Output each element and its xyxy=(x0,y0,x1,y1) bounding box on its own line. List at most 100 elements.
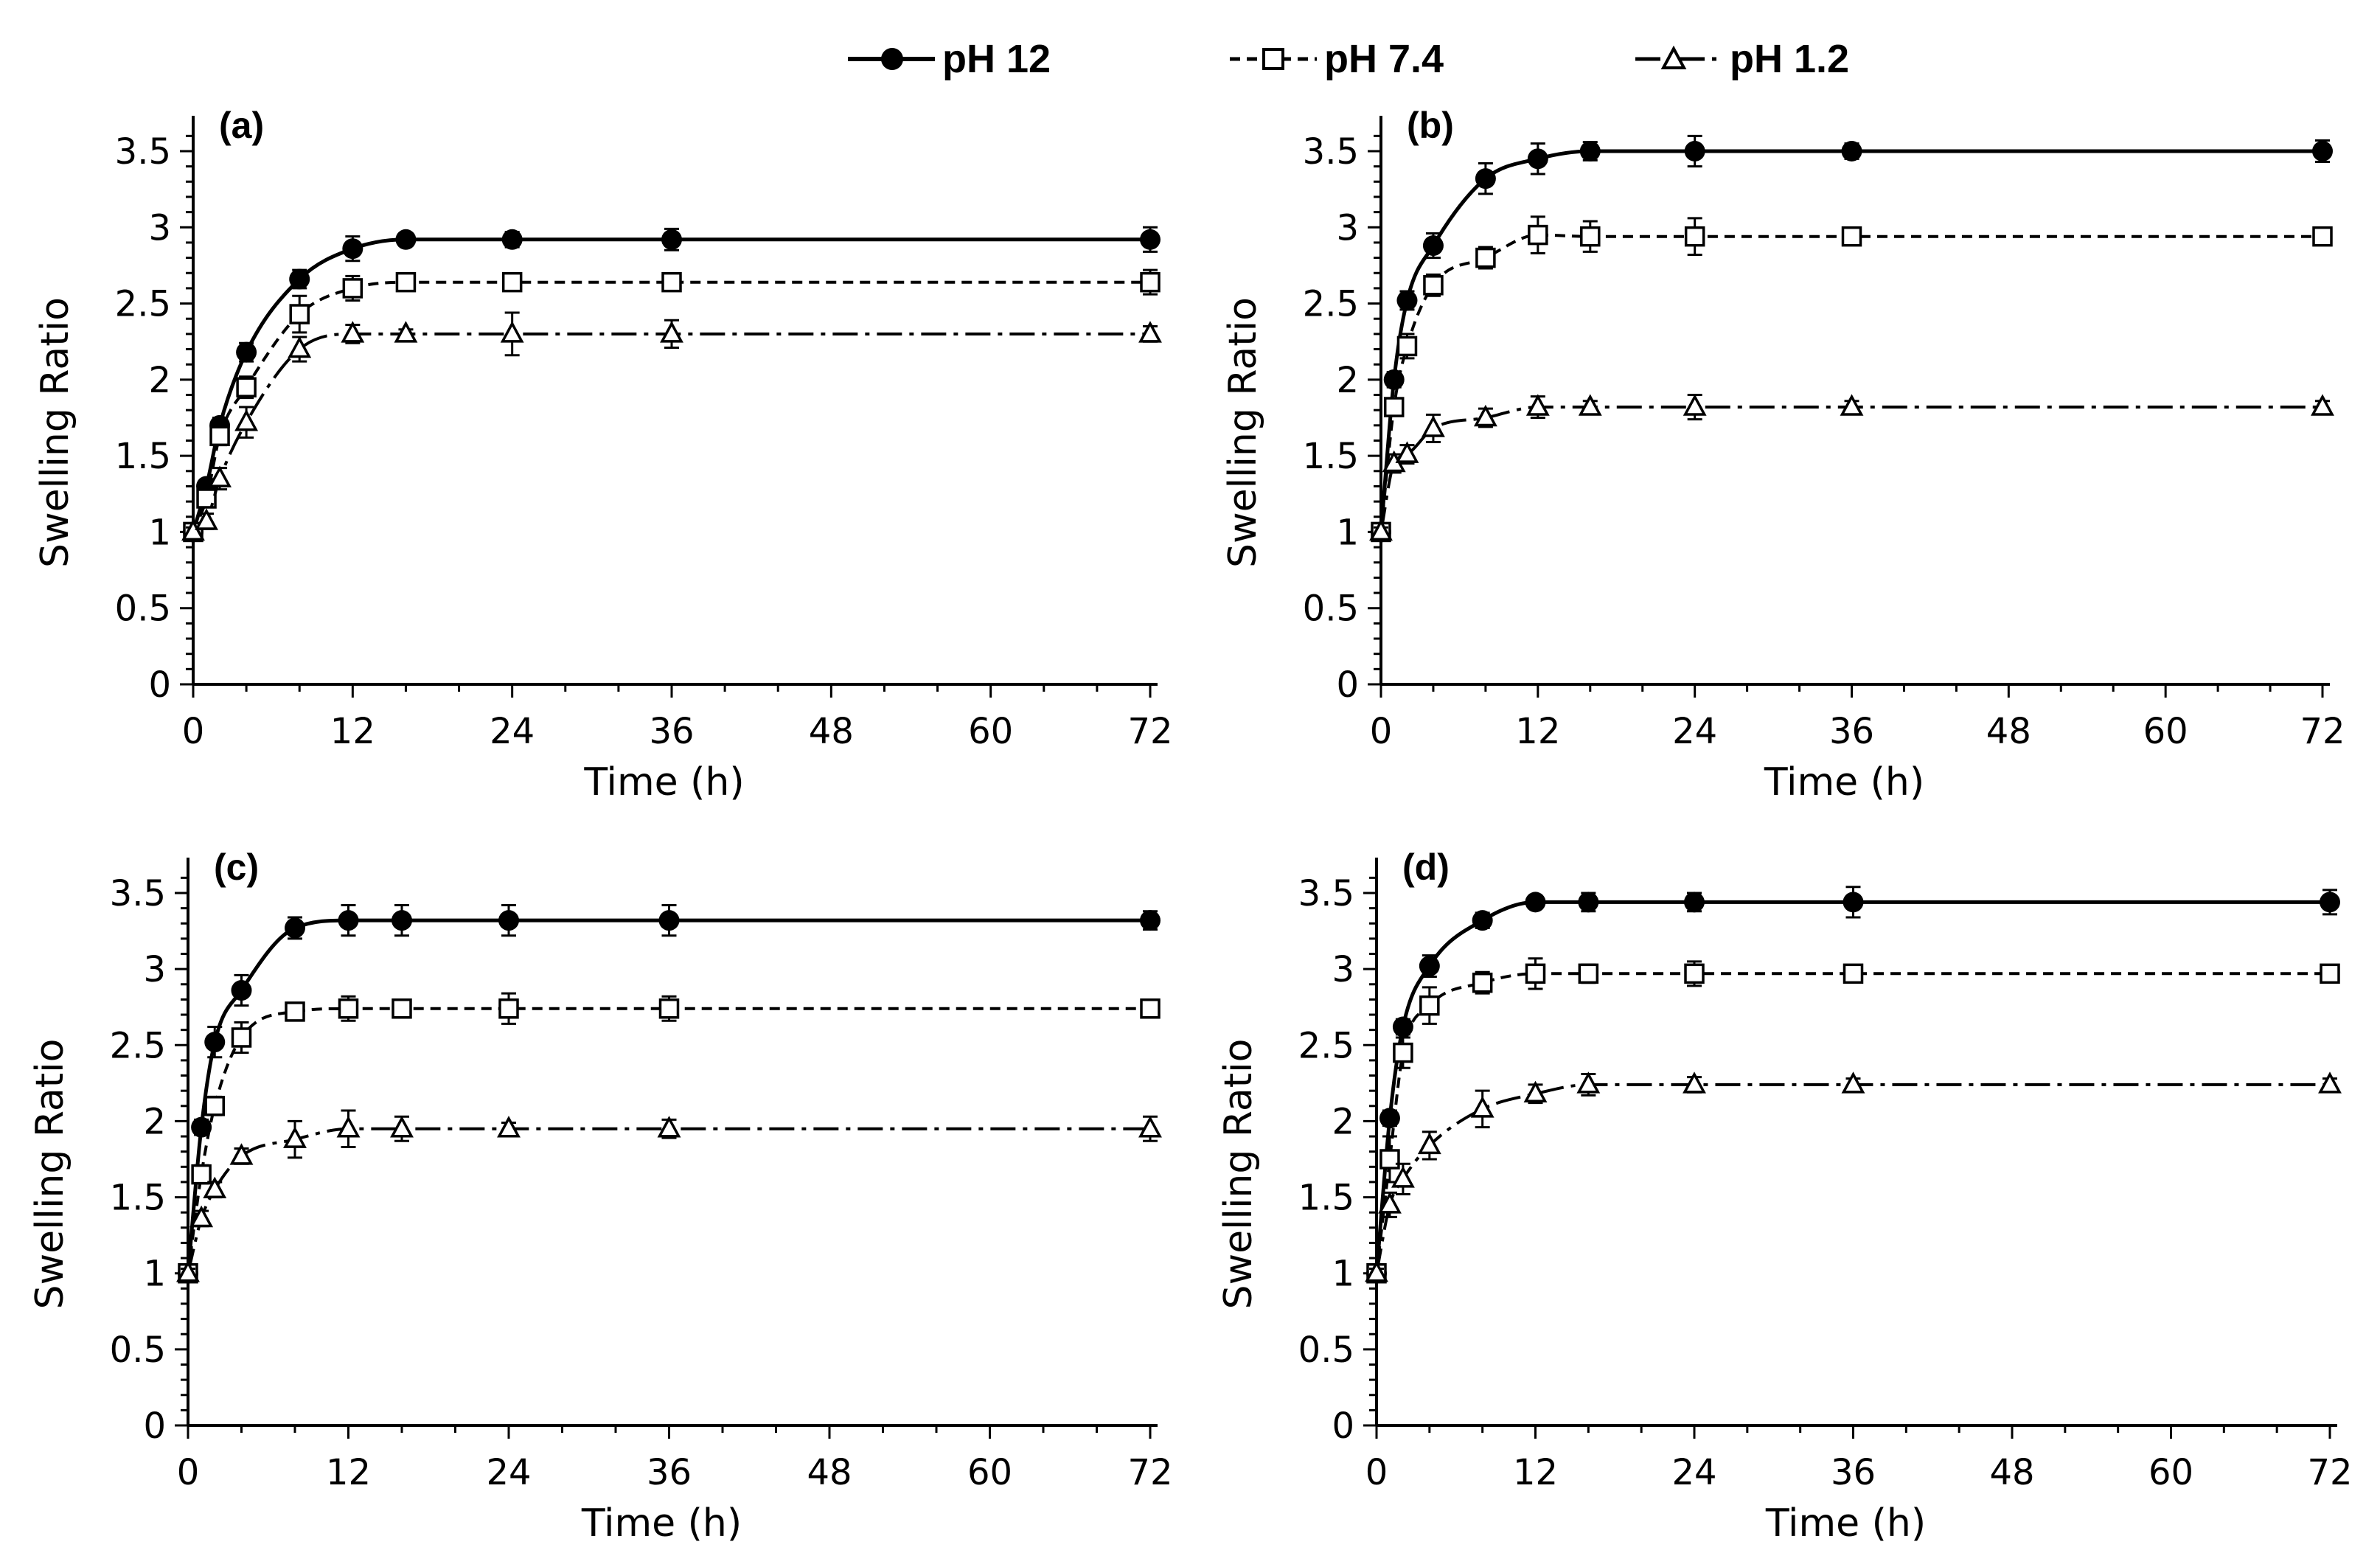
y-tick-label: 0.5 xyxy=(1298,1330,1354,1371)
x-tick-label: 12 xyxy=(330,711,375,752)
data-point xyxy=(661,271,682,293)
data-point xyxy=(1419,995,1440,1016)
data-point xyxy=(1140,271,1161,293)
legend-label-ph12-acid: pH 1.2 xyxy=(1730,37,1849,81)
x-tick-label: 48 xyxy=(807,1452,852,1493)
x-tick-label: 0 xyxy=(1365,1452,1388,1493)
data-point xyxy=(1396,336,1418,357)
series-line-ph1-2 xyxy=(187,1127,1150,1274)
y-tick-label: 1 xyxy=(1336,512,1359,553)
series-ph12 xyxy=(1371,134,2333,543)
data-point xyxy=(1683,1071,1706,1094)
chart-panel-c: 0 0.5 1 1.5 2 2.5 3 3.5 0 12 24 36 48 60 72 Time (h) Swe… xyxy=(28,847,1173,1546)
data-point xyxy=(176,1260,200,1282)
data-point xyxy=(342,278,363,299)
chart-panel-b: 0 0.5 1 1.5 2 2.5 3 3.5 0 12 24 36 48 60 72 Time (h) Swe… xyxy=(1221,105,2345,805)
x-axis-title: Time (h) xyxy=(581,1501,742,1546)
x-tick-label: 60 xyxy=(967,1452,1012,1493)
data-point xyxy=(1393,1042,1413,1063)
x-tick-label: 48 xyxy=(809,711,854,752)
data-point xyxy=(1841,226,1862,247)
data-point xyxy=(1475,247,1496,268)
data-point xyxy=(1422,415,1445,437)
data-point xyxy=(1475,168,1496,190)
data-point xyxy=(1472,972,1493,993)
data-point xyxy=(658,910,680,931)
data-point xyxy=(1379,1149,1400,1170)
data-point xyxy=(285,1001,305,1022)
data-point xyxy=(1470,1096,1495,1118)
y-tick-label: 3 xyxy=(1332,949,1354,990)
data-point xyxy=(1528,224,1548,246)
data-point xyxy=(1580,226,1601,247)
data-point xyxy=(1525,892,1546,913)
legend-item-ph12-acid: pH 1.2 xyxy=(1635,37,1849,81)
panel-label: (b) xyxy=(1407,105,1454,146)
data-point xyxy=(195,508,218,530)
data-point xyxy=(1683,394,1707,416)
data-point xyxy=(283,1126,307,1148)
x-tick-label: 36 xyxy=(647,1452,692,1493)
data-point xyxy=(1392,1016,1413,1038)
x-axis-title: Time (h) xyxy=(1765,1501,1926,1546)
x-tick-label: 24 xyxy=(1671,1452,1716,1493)
data-point xyxy=(1138,321,1162,343)
series-ph74 xyxy=(183,268,1161,543)
data-point xyxy=(1578,394,1602,416)
y-tick-label: 0 xyxy=(143,1406,166,1447)
x-tick-label: 72 xyxy=(1127,1452,1172,1493)
data-point xyxy=(1578,892,1599,913)
data-point xyxy=(1140,998,1161,1019)
data-point xyxy=(501,229,523,250)
y-tick-label: 3 xyxy=(148,207,171,249)
legend-label-ph12: pH 12 xyxy=(942,37,1051,81)
data-point xyxy=(231,980,252,1001)
y-tick-label: 0 xyxy=(1336,664,1359,706)
data-point xyxy=(1379,1108,1400,1129)
data-point xyxy=(1684,892,1705,913)
series-ph1-2 xyxy=(181,311,1162,541)
data-point xyxy=(660,321,683,343)
data-point xyxy=(2312,141,2333,161)
y-axis-title: Swelling Ratio xyxy=(28,1039,72,1310)
data-point xyxy=(1472,910,1493,931)
series-line-ph74 xyxy=(187,1007,1150,1274)
legend-marker-ph74 xyxy=(1262,48,1284,70)
y-tick-label: 2.5 xyxy=(1298,1025,1354,1066)
x-tick-label: 12 xyxy=(326,1452,371,1493)
data-point xyxy=(229,1143,254,1165)
x-tick-label: 60 xyxy=(968,711,1013,752)
x-tick-label: 0 xyxy=(177,1452,200,1493)
data-point xyxy=(1525,394,1550,416)
y-tick-label: 2 xyxy=(1336,360,1359,401)
y-tick-label: 2 xyxy=(1332,1101,1354,1142)
data-point xyxy=(285,917,305,939)
data-point xyxy=(189,1205,214,1228)
x-tick-label: 60 xyxy=(2143,711,2188,752)
x-axis-title: Time (h) xyxy=(1764,760,1924,805)
data-point xyxy=(231,1027,252,1048)
series-ph1-2 xyxy=(176,1109,1162,1282)
data-point xyxy=(204,1096,225,1116)
y-tick-label: 3.5 xyxy=(1303,131,1359,173)
chart-panel-a: 0 0.5 1 1.5 2 2.5 3 3.5 0 12 24 36 48 60 72 Time (h) Swe… xyxy=(33,105,1173,805)
data-point xyxy=(501,271,523,293)
series-ph74 xyxy=(1371,215,2333,543)
data-point xyxy=(1378,1192,1402,1214)
legend: pH 12 pH 7.4 pH 1.2 xyxy=(848,37,1849,81)
data-point xyxy=(341,321,365,343)
legend-marker-ph12 xyxy=(881,48,903,70)
x-axis-title: Time (h) xyxy=(583,760,744,805)
series-line-ph12 xyxy=(1379,149,2322,532)
x-tick-label: 24 xyxy=(486,1452,531,1493)
y-tick-label: 1.5 xyxy=(110,1178,166,1219)
series-ph74 xyxy=(1366,957,2340,1284)
y-tick-label: 0.5 xyxy=(1303,588,1359,630)
x-tick-label: 72 xyxy=(2300,711,2345,752)
data-point xyxy=(1527,148,1548,170)
x-tick-label: 36 xyxy=(1829,711,1874,752)
series-ph12 xyxy=(178,904,1161,1284)
panel-label: (a) xyxy=(219,105,264,146)
data-point xyxy=(390,1116,414,1138)
x-tick-label: 0 xyxy=(182,711,205,752)
